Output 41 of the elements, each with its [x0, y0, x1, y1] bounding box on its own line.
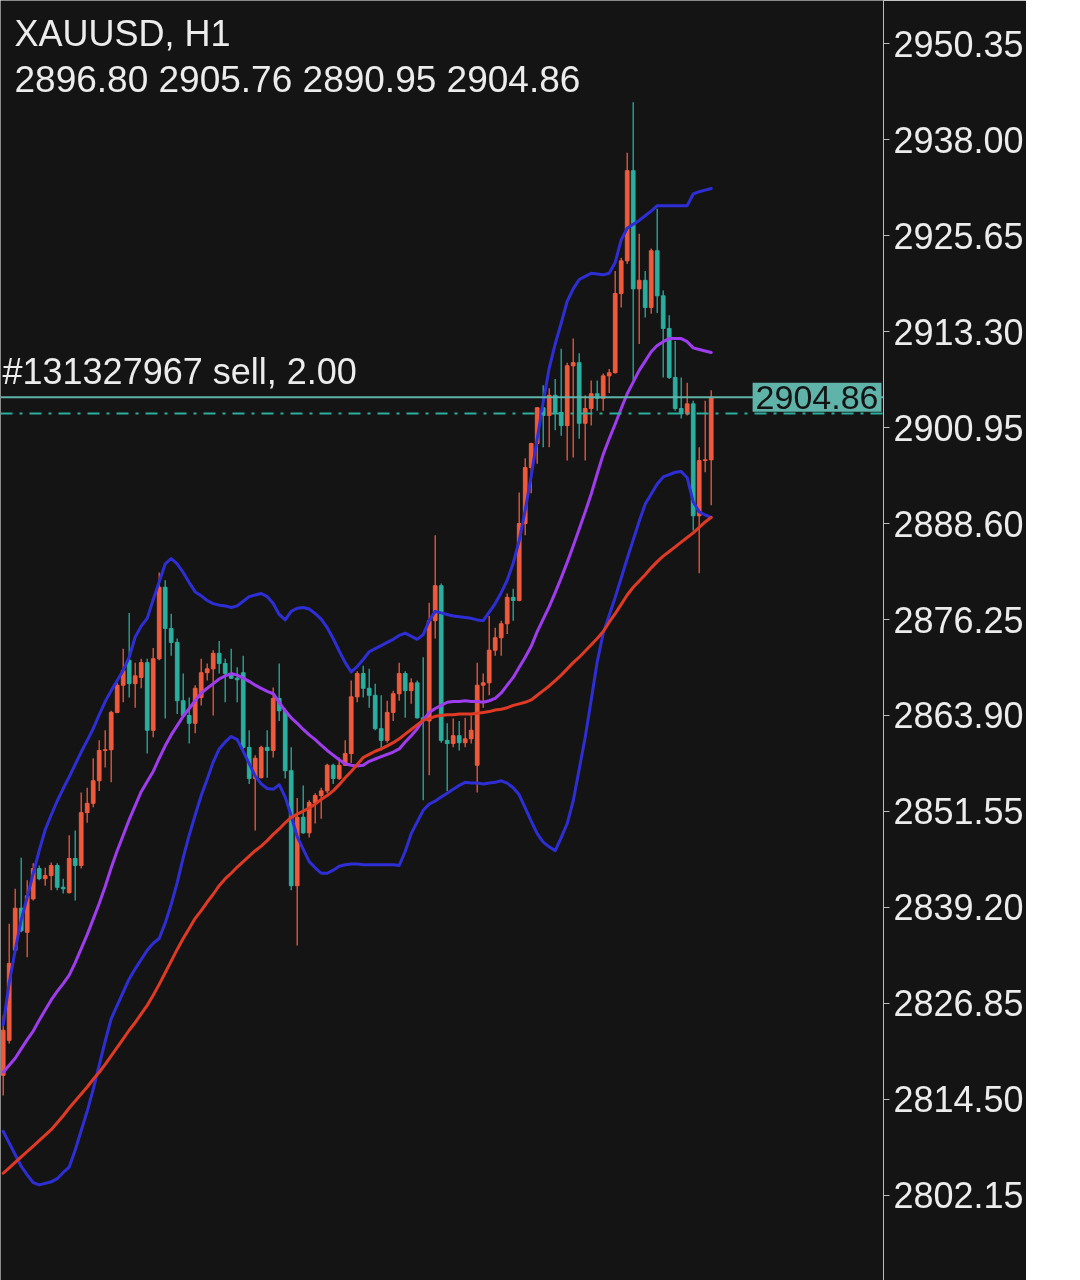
candlestick: [636, 233, 642, 345]
candlestick: [330, 763, 336, 785]
candlestick: [300, 784, 306, 835]
candlestick: [456, 720, 462, 752]
candlestick: [450, 717, 456, 749]
candlestick: [126, 612, 132, 699]
y-tick-label: 2802.15: [893, 1175, 1024, 1217]
y-tick-label: 2863.90: [893, 695, 1024, 737]
candlestick: [366, 668, 372, 709]
candlestick: [264, 729, 270, 779]
y-tick-label: 2925.65: [893, 215, 1024, 257]
y-tick-label: 2876.25: [893, 599, 1024, 641]
line-series: [1, 187, 713, 1027]
candlestick: [396, 662, 402, 702]
candlestick: [498, 620, 504, 657]
candlestick: [72, 829, 78, 902]
y-tick-label: 2814.50: [893, 1079, 1024, 1121]
ref-line-label: 2904.86: [755, 377, 879, 416]
candlestick: [54, 862, 60, 892]
candlestick: [462, 717, 468, 749]
text: 2896.80 2905.76 2890.95 2904.86: [14, 58, 581, 100]
ref-line-label: #131327967 sell, 2.00: [2, 350, 357, 392]
candlestick: [186, 696, 192, 745]
y-tick-label: 2950.35: [893, 23, 1024, 65]
candlestick: [408, 677, 414, 705]
y-tick-label: 2839.20: [893, 887, 1024, 929]
line-series: [1, 337, 713, 1074]
y-tick-label: 2913.30: [893, 311, 1024, 353]
candlestick: [354, 670, 360, 703]
candlestick: [546, 387, 552, 449]
candlestick: [570, 337, 576, 459]
y-tick-label: 2938.00: [893, 119, 1024, 161]
y-tick-label: 2851.55: [893, 791, 1024, 833]
candlestick: [510, 588, 516, 622]
chart-title: XAUUSD, H1: [14, 12, 231, 54]
y-tick-label: 2888.60: [893, 503, 1024, 545]
candlestick: [402, 670, 408, 719]
y-tick-label: 2900.95: [893, 407, 1024, 449]
candlestick: [684, 382, 690, 417]
candlestick: [360, 665, 366, 699]
y-tick-label: 2826.85: [893, 983, 1024, 1025]
